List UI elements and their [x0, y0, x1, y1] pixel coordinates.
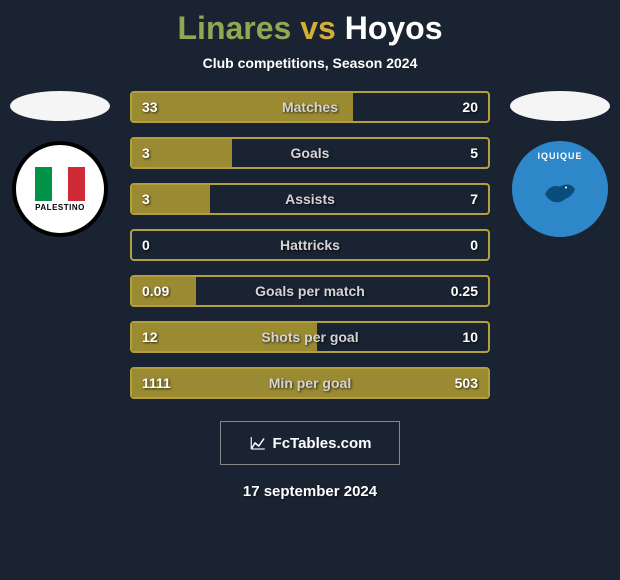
stat-bar: 3Goals5	[130, 137, 490, 169]
chart-icon	[249, 434, 267, 452]
stat-value-left: 0.09	[132, 283, 192, 299]
player-photo-placeholder-right	[510, 91, 610, 121]
stat-bar: 12Shots per goal10	[130, 321, 490, 353]
stat-bar: 0Hattricks0	[130, 229, 490, 261]
stat-label: Goals	[192, 145, 428, 161]
team-badge-right[interactable]: IQUIQUE	[512, 141, 608, 237]
title-player1: Linares	[178, 10, 292, 46]
stat-label: Min per goal	[192, 375, 428, 391]
stat-value-right: 5	[428, 145, 488, 161]
flag-stripes-icon	[35, 167, 85, 201]
stat-value-right: 0.25	[428, 283, 488, 299]
stat-label: Matches	[192, 99, 428, 115]
brand-text: FcTables.com	[273, 435, 372, 452]
stat-label: Goals per match	[192, 283, 428, 299]
stat-label: Hattricks	[192, 237, 428, 253]
stat-label: Shots per goal	[192, 329, 428, 345]
brand-logo[interactable]: FcTables.com	[220, 421, 400, 465]
stat-value-left: 3	[132, 145, 192, 161]
dragon-icon	[535, 164, 585, 214]
stat-bar: 3Assists7	[130, 183, 490, 215]
right-column: IQUIQUE	[500, 91, 620, 237]
stat-bar: 33Matches20	[130, 91, 490, 123]
team-badge-left[interactable]: PALESTINO	[12, 141, 108, 237]
team-name-left: PALESTINO	[35, 203, 85, 212]
team-name-right: IQUIQUE	[537, 151, 582, 161]
player-photo-placeholder-left	[10, 91, 110, 121]
stat-value-left: 0	[132, 237, 192, 253]
stat-label: Assists	[192, 191, 428, 207]
stat-value-left: 3	[132, 191, 192, 207]
comparison-card: Linares vs Hoyos Club competitions, Seas…	[0, 0, 620, 580]
page-title: Linares vs Hoyos	[178, 10, 443, 47]
title-vs: vs	[300, 10, 336, 46]
main-row: PALESTINO 33Matches203Goals53Assists70Ha…	[0, 91, 620, 399]
stat-value-right: 20	[428, 99, 488, 115]
stats-column: 33Matches203Goals53Assists70Hattricks00.…	[120, 91, 500, 399]
left-column: PALESTINO	[0, 91, 120, 237]
stat-bar: 0.09Goals per match0.25	[130, 275, 490, 307]
stat-value-left: 12	[132, 329, 192, 345]
stat-value-left: 33	[132, 99, 192, 115]
stat-value-left: 1111	[132, 375, 192, 391]
stat-value-right: 7	[428, 191, 488, 207]
stat-bar: 1111Min per goal503	[130, 367, 490, 399]
stat-value-right: 0	[428, 237, 488, 253]
title-player2: Hoyos	[345, 10, 443, 46]
subtitle: Club competitions, Season 2024	[203, 55, 418, 71]
stat-value-right: 10	[428, 329, 488, 345]
footer-date: 17 september 2024	[243, 483, 377, 500]
stat-value-right: 503	[428, 375, 488, 391]
